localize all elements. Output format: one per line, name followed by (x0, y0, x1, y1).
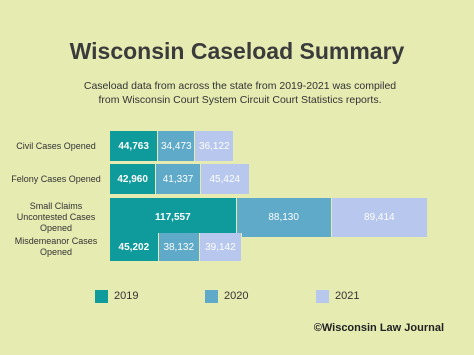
bar-segment: 45,424 (200, 164, 250, 194)
source: ©Wisconsin Law Journal (313, 322, 444, 334)
chart-title: Wisconsin Caseload Summary (69, 38, 405, 64)
legend-label: 2019 (114, 290, 139, 302)
value-label: 38,132 (163, 241, 195, 253)
bar-segment: 88,130 (236, 198, 332, 237)
bar-segment: 117,557 (110, 198, 237, 237)
legend-swatch (95, 290, 108, 303)
value-label: 36,122 (199, 140, 230, 152)
bar-segment: 42,960 (110, 164, 157, 194)
value-label: 44,763 (118, 140, 149, 152)
bar-segment: 89,414 (331, 198, 428, 237)
value-label: 45,202 (118, 241, 150, 253)
category-label: Felony Cases Opened (11, 173, 101, 184)
legend-label: 2021 (335, 290, 360, 302)
category-label: Civil Cases Opened (16, 140, 96, 151)
category-label: Small Claims Uncontested Cases Opened (16, 201, 96, 233)
value-label: 45,424 (209, 173, 241, 185)
value-label: 41,337 (162, 173, 194, 185)
bar-segment: 38,132 (158, 233, 200, 261)
value-label: 39,142 (205, 241, 236, 253)
bar-segment: 44,763 (110, 131, 159, 161)
bar-segment: 45,202 (110, 233, 159, 261)
bar-segment: 39,142 (199, 233, 242, 261)
value-label: 117,557 (155, 212, 191, 223)
category-label: Misdemeanor Cases Opened (14, 236, 98, 257)
legend-swatch (205, 290, 218, 303)
bar-segment: 41,337 (156, 164, 201, 194)
value-label: 42,960 (117, 173, 148, 185)
bar-segment: 36,122 (195, 131, 235, 161)
value-label: 89,414 (364, 212, 395, 223)
legend-swatch (316, 290, 329, 303)
value-label: 88,130 (268, 212, 299, 223)
value-label: 34,473 (161, 140, 192, 152)
chart-subtitle: Caseload data from across the state from… (83, 80, 397, 106)
bar-segment: 34,473 (158, 131, 196, 161)
legend-label: 2020 (224, 290, 249, 302)
